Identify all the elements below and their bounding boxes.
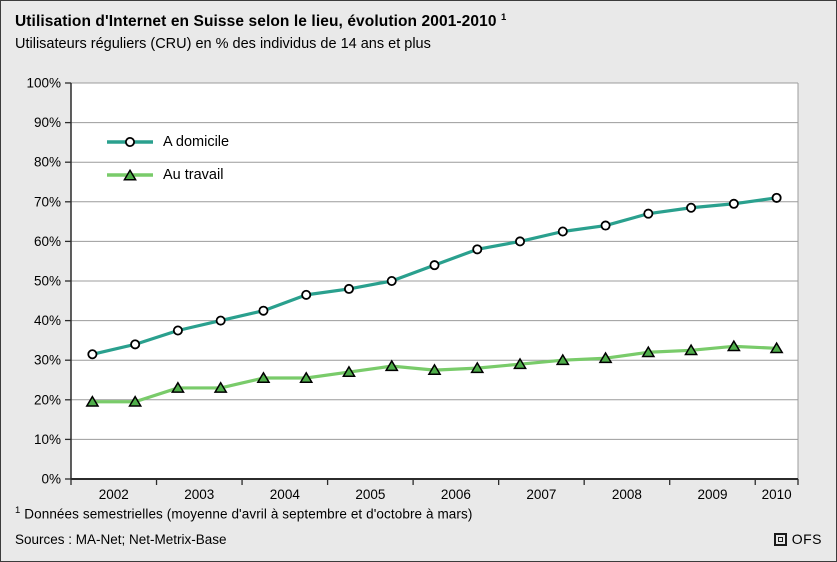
- chart-title-text: Utilisation d'Internet en Suisse selon l…: [15, 13, 497, 31]
- triangle-line-marker-icon: [107, 168, 153, 180]
- ofs-logo: OFS: [773, 531, 822, 547]
- footnote-text: Données semestrielles (moyenne d'avril à…: [24, 506, 473, 522]
- svg-text:90%: 90%: [34, 115, 61, 130]
- legend: A domicile Au travail: [105, 125, 229, 191]
- circle-line-marker-icon: [107, 136, 153, 147]
- footnote: 1 Données semestrielles (moyenne d'avril…: [15, 505, 472, 522]
- ofs-logo-text: OFS: [791, 531, 822, 547]
- svg-text:2002: 2002: [99, 487, 129, 502]
- svg-text:10%: 10%: [34, 432, 61, 447]
- svg-text:2005: 2005: [355, 487, 385, 502]
- svg-text:50%: 50%: [34, 274, 61, 289]
- svg-text:70%: 70%: [34, 194, 61, 209]
- legend-item-a-domicile: A domicile: [105, 125, 229, 158]
- svg-text:100%: 100%: [26, 76, 61, 91]
- chart-subtitle: Utilisateurs réguliers (CRU) en % des in…: [15, 36, 431, 52]
- sources-row: Sources : MA-Net; Net-Metrix-Base OFS: [15, 531, 822, 547]
- chart-title: Utilisation d'Internet en Suisse selon l…: [15, 12, 506, 31]
- svg-text:20%: 20%: [34, 392, 61, 407]
- svg-text:2007: 2007: [526, 487, 556, 502]
- svg-text:40%: 40%: [34, 313, 61, 328]
- ofs-logo-icon: [773, 532, 787, 546]
- svg-text:60%: 60%: [34, 234, 61, 249]
- svg-text:2006: 2006: [441, 487, 471, 502]
- legend-label-a-domicile: A domicile: [163, 133, 230, 150]
- svg-text:2003: 2003: [184, 487, 214, 502]
- legend-item-au-travail: Au travail: [105, 158, 229, 191]
- svg-text:30%: 30%: [34, 353, 61, 368]
- svg-text:0%: 0%: [41, 472, 61, 487]
- sources-text: Sources : MA-Net; Net-Metrix-Base: [15, 531, 227, 547]
- svg-text:2009: 2009: [697, 487, 727, 502]
- svg-text:80%: 80%: [34, 155, 61, 170]
- svg-text:2010: 2010: [762, 487, 792, 502]
- svg-text:2004: 2004: [270, 487, 301, 502]
- legend-label-au-travail: Au travail: [163, 166, 224, 183]
- footnote-ref: 1: [15, 505, 21, 516]
- svg-text:2008: 2008: [612, 487, 642, 502]
- title-footnote-ref: 1: [500, 12, 507, 23]
